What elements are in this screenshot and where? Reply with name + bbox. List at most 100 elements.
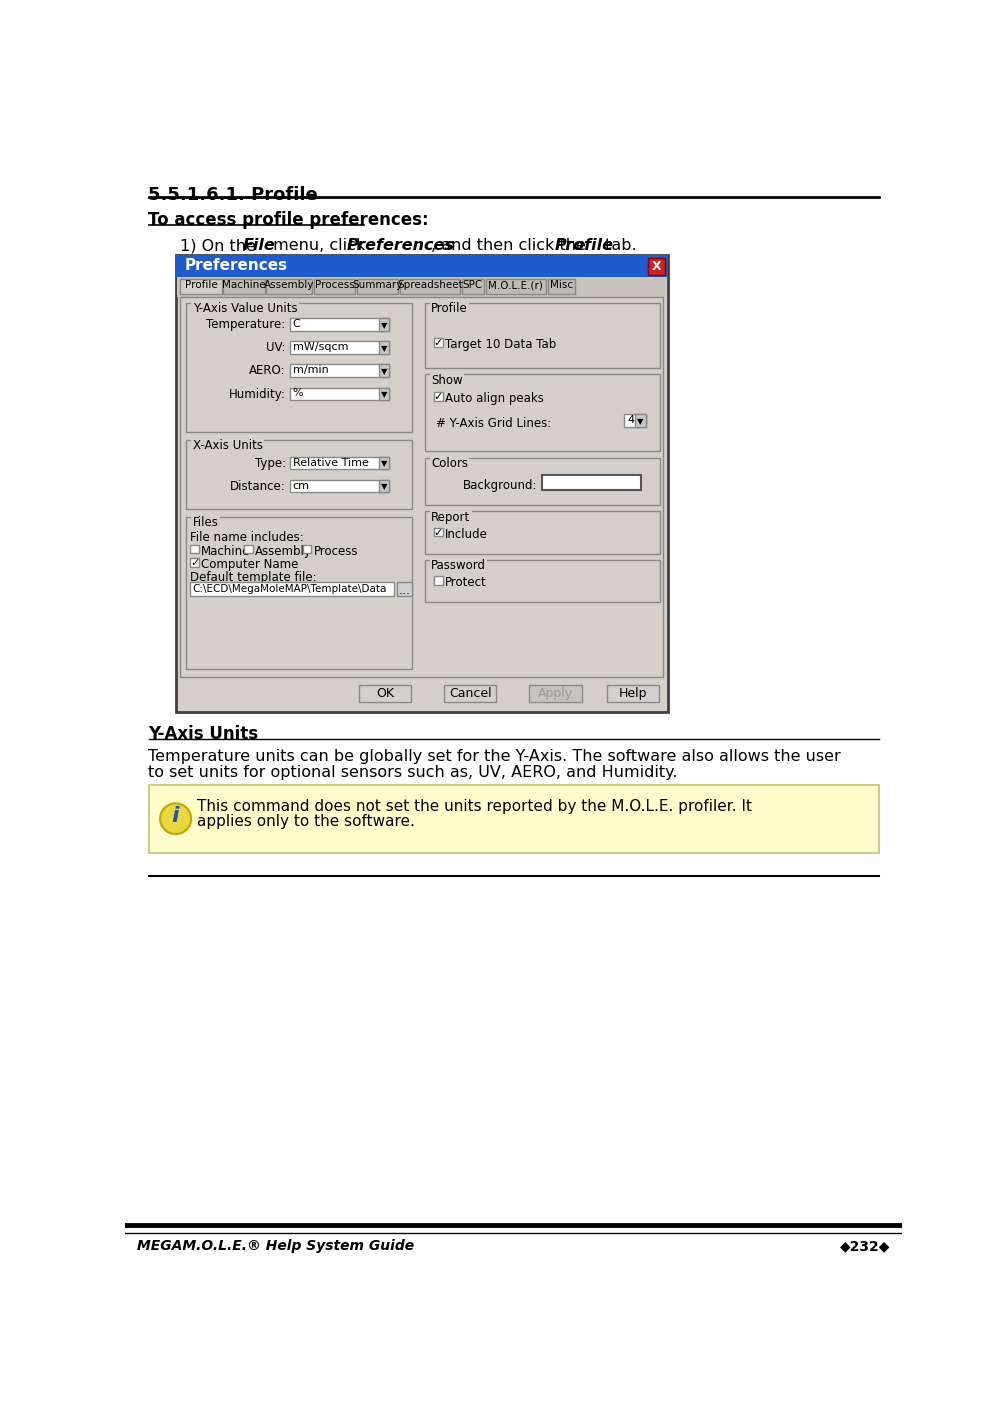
- Bar: [244, 545, 253, 553]
- Text: mW/sqcm: mW/sqcm: [293, 342, 348, 352]
- Text: Misc: Misc: [550, 280, 573, 290]
- Text: Apply: Apply: [538, 687, 573, 701]
- Text: File: File: [242, 238, 275, 253]
- Text: Colors: Colors: [431, 457, 468, 470]
- Text: Preferences: Preferences: [185, 257, 288, 273]
- Text: AERO:: AERO:: [249, 364, 286, 377]
- Text: File name includes:: File name includes:: [190, 530, 304, 543]
- Bar: [291, 480, 390, 492]
- Text: Auto align peaks: Auto align peaks: [445, 393, 544, 405]
- Bar: [291, 364, 390, 377]
- Text: , and then click the: , and then click the: [431, 238, 590, 253]
- Text: Assembly: Assembly: [265, 280, 315, 290]
- Text: Temperature:: Temperature:: [206, 318, 286, 331]
- Bar: [434, 393, 443, 401]
- Bar: [434, 577, 443, 585]
- Text: Password: Password: [431, 559, 486, 573]
- FancyBboxPatch shape: [486, 279, 546, 294]
- FancyBboxPatch shape: [175, 255, 667, 712]
- Bar: [291, 318, 390, 331]
- Bar: [397, 582, 412, 597]
- Text: OK: OK: [376, 687, 394, 701]
- Text: %: %: [293, 388, 304, 398]
- Text: Machine: Machine: [222, 280, 266, 290]
- Text: Computer Name: Computer Name: [201, 559, 299, 571]
- Text: ▼: ▼: [381, 343, 388, 353]
- Text: C:\ECD\MegaMoleMAP\Template\Data: C:\ECD\MegaMoleMAP\Template\Data: [192, 584, 387, 594]
- FancyBboxPatch shape: [548, 279, 575, 294]
- Text: To access profile preferences:: To access profile preferences:: [148, 211, 429, 229]
- FancyBboxPatch shape: [186, 516, 412, 670]
- Text: ▼: ▼: [381, 367, 388, 376]
- Text: Profile: Profile: [431, 303, 468, 315]
- Text: ▼: ▼: [381, 321, 388, 329]
- Text: Report: Report: [431, 511, 470, 523]
- FancyBboxPatch shape: [314, 279, 356, 294]
- FancyBboxPatch shape: [180, 279, 221, 294]
- Bar: [379, 457, 390, 469]
- FancyBboxPatch shape: [425, 512, 660, 554]
- FancyBboxPatch shape: [148, 785, 879, 853]
- Text: C: C: [293, 319, 301, 329]
- Text: Profile: Profile: [184, 280, 217, 290]
- Text: Target 10 Data Tab: Target 10 Data Tab: [445, 338, 556, 352]
- Text: Temperature units can be globally set for the Y-Axis. The software also allows t: Temperature units can be globally set fo…: [148, 750, 842, 764]
- Text: Background:: Background:: [463, 480, 538, 492]
- FancyBboxPatch shape: [186, 440, 412, 509]
- Text: to set units for optional sensors such as, UV, AERO, and Humidity.: to set units for optional sensors such a…: [148, 765, 678, 779]
- Text: Assembly: Assembly: [255, 545, 312, 557]
- Text: Help: Help: [618, 687, 647, 701]
- Bar: [647, 257, 664, 276]
- Text: Relative Time: Relative Time: [293, 457, 369, 467]
- Bar: [359, 685, 411, 702]
- Bar: [291, 457, 390, 469]
- Bar: [379, 387, 390, 400]
- Text: ✓: ✓: [434, 393, 443, 402]
- Text: ◆232◆: ◆232◆: [840, 1240, 890, 1254]
- Bar: [624, 415, 646, 426]
- Text: Show: Show: [431, 374, 463, 387]
- Bar: [542, 474, 641, 490]
- FancyBboxPatch shape: [357, 279, 398, 294]
- Text: cm: cm: [293, 481, 310, 491]
- Text: ✓: ✓: [434, 338, 443, 349]
- Text: Preferences: Preferences: [347, 238, 455, 253]
- Text: Distance:: Distance:: [230, 480, 286, 492]
- FancyBboxPatch shape: [186, 303, 412, 432]
- Text: Process: Process: [315, 280, 355, 290]
- Bar: [190, 559, 198, 567]
- FancyBboxPatch shape: [400, 279, 460, 294]
- Text: 4: 4: [627, 415, 634, 425]
- FancyBboxPatch shape: [425, 457, 660, 505]
- Bar: [379, 364, 390, 377]
- Text: tab.: tab.: [600, 238, 637, 253]
- Text: Y-Axis Units: Y-Axis Units: [148, 725, 259, 743]
- Bar: [190, 582, 394, 597]
- FancyBboxPatch shape: [425, 374, 660, 452]
- Text: Cancel: Cancel: [449, 687, 491, 701]
- Bar: [291, 387, 390, 400]
- Text: m/min: m/min: [293, 366, 329, 376]
- Text: ✓: ✓: [190, 559, 199, 568]
- Bar: [303, 545, 312, 553]
- Bar: [175, 255, 667, 277]
- Bar: [379, 480, 390, 492]
- FancyBboxPatch shape: [425, 560, 660, 602]
- Text: ▼: ▼: [637, 416, 644, 426]
- Bar: [434, 528, 443, 536]
- Bar: [379, 342, 390, 353]
- Bar: [434, 338, 443, 346]
- Bar: [606, 685, 659, 702]
- Circle shape: [160, 803, 191, 834]
- Text: MEGAM.O.L.E.® Help System Guide: MEGAM.O.L.E.® Help System Guide: [137, 1240, 414, 1254]
- Text: Machine: Machine: [201, 545, 250, 557]
- Text: X: X: [651, 260, 661, 273]
- Bar: [635, 415, 646, 426]
- Bar: [291, 342, 390, 353]
- Bar: [190, 545, 198, 553]
- Text: Profile: Profile: [554, 238, 613, 253]
- Text: M.O.L.E.(r): M.O.L.E.(r): [489, 280, 543, 290]
- Text: ▼: ▼: [381, 390, 388, 398]
- Text: Humidity:: Humidity:: [228, 387, 286, 401]
- Text: Summary: Summary: [353, 280, 403, 290]
